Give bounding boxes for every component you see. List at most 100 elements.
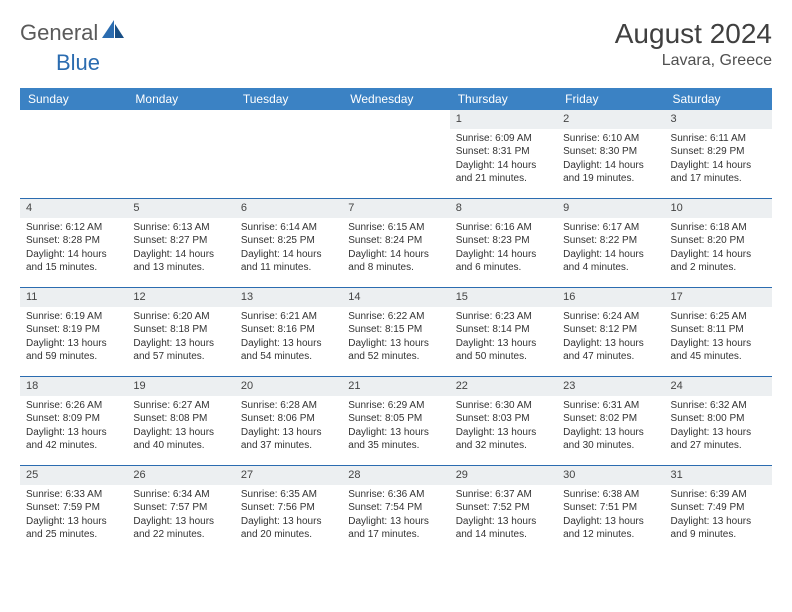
day-number: 30 [557,466,664,485]
day-cell: 21Sunrise: 6:29 AMSunset: 8:05 PMDayligh… [342,377,449,465]
sunset-line: Sunset: 8:06 PM [241,412,336,426]
day-body: Sunrise: 6:28 AMSunset: 8:06 PMDaylight:… [235,396,342,457]
sunrise-line: Sunrise: 6:18 AM [671,221,766,235]
day-number: 28 [342,466,449,485]
sunrise-line: Sunrise: 6:31 AM [563,399,658,413]
sunset-line: Sunset: 8:08 PM [133,412,228,426]
day-number: 5 [127,199,234,218]
day-cell: 2Sunrise: 6:10 AMSunset: 8:30 PMDaylight… [557,110,664,198]
daylight-line: Daylight: 13 hours and 52 minutes. [348,337,443,364]
day-cell: 20Sunrise: 6:28 AMSunset: 8:06 PMDayligh… [235,377,342,465]
day-number: 7 [342,199,449,218]
day-number: 23 [557,377,664,396]
day-cell: 17Sunrise: 6:25 AMSunset: 8:11 PMDayligh… [665,288,772,376]
day-cell: 31Sunrise: 6:39 AMSunset: 7:49 PMDayligh… [665,466,772,554]
daylight-line: Daylight: 14 hours and 8 minutes. [348,248,443,275]
sunrise-line: Sunrise: 6:28 AM [241,399,336,413]
sunset-line: Sunset: 7:49 PM [671,501,766,515]
sunset-line: Sunset: 8:02 PM [563,412,658,426]
sunset-line: Sunset: 7:52 PM [456,501,551,515]
day-number: 3 [665,110,772,129]
day-body: Sunrise: 6:16 AMSunset: 8:23 PMDaylight:… [450,218,557,279]
day-body: Sunrise: 6:09 AMSunset: 8:31 PMDaylight:… [450,129,557,190]
calendar-grid: SundayMondayTuesdayWednesdayThursdayFrid… [20,88,772,554]
sunset-line: Sunset: 8:12 PM [563,323,658,337]
sunset-line: Sunset: 7:51 PM [563,501,658,515]
day-body: Sunrise: 6:15 AMSunset: 8:24 PMDaylight:… [342,218,449,279]
day-cell: 7Sunrise: 6:15 AMSunset: 8:24 PMDaylight… [342,199,449,287]
title-block: August 2024 Lavara, Greece [615,18,772,70]
sunrise-line: Sunrise: 6:37 AM [456,488,551,502]
daylight-line: Daylight: 13 hours and 25 minutes. [26,515,121,542]
month-title: August 2024 [615,18,772,50]
sunset-line: Sunset: 8:05 PM [348,412,443,426]
sunrise-line: Sunrise: 6:25 AM [671,310,766,324]
day-number: 17 [665,288,772,307]
day-body: Sunrise: 6:39 AMSunset: 7:49 PMDaylight:… [665,485,772,546]
sunrise-line: Sunrise: 6:32 AM [671,399,766,413]
day-body: Sunrise: 6:26 AMSunset: 8:09 PMDaylight:… [20,396,127,457]
daylight-line: Daylight: 13 hours and 20 minutes. [241,515,336,542]
sunrise-line: Sunrise: 6:24 AM [563,310,658,324]
sunset-line: Sunset: 8:28 PM [26,234,121,248]
week-row: 4Sunrise: 6:12 AMSunset: 8:28 PMDaylight… [20,199,772,288]
day-cell: 29 Sunrise: 6:37 AMSunset: 7:52 PMDayligh… [450,466,557,554]
day-number: 18 [20,377,127,396]
day-cell: 10Sunrise: 6:18 AMSunset: 8:20 PMDayligh… [665,199,772,287]
sunset-line: Sunset: 8:00 PM [671,412,766,426]
day-body: Sunrise: 6:30 AMSunset: 8:03 PMDaylight:… [450,396,557,457]
location: Lavara, Greece [615,52,772,70]
day-number: 31 [665,466,772,485]
day-cell: 27Sunrise: 6:35 AMSunset: 7:56 PMDayligh… [235,466,342,554]
day-body: Sunrise: 6:33 AMSunset: 7:59 PMDaylight:… [20,485,127,546]
day-cell: 23Sunrise: 6:31 AMSunset: 8:02 PMDayligh… [557,377,664,465]
sunset-line: Sunset: 8:31 PM [456,145,551,159]
dow-cell: Sunday [20,88,127,110]
calendar-page: General August 2024 Lavara, Greece Blue … [0,0,792,564]
daylight-line: Daylight: 14 hours and 2 minutes. [671,248,766,275]
sunset-line: Sunset: 8:14 PM [456,323,551,337]
daylight-line: Daylight: 13 hours and 30 minutes. [563,426,658,453]
sunset-line: Sunset: 8:11 PM [671,323,766,337]
day-number: 21 [342,377,449,396]
day-body: Sunrise: 6:23 AMSunset: 8:14 PMDaylight:… [450,307,557,368]
day-number: 24 [665,377,772,396]
day-body: Sunrise: 6:19 AMSunset: 8:19 PMDaylight:… [20,307,127,368]
brand-part2: Blue [56,50,100,76]
day-cell: 25Sunrise: 6:33 AMSunset: 7:59 PMDayligh… [20,466,127,554]
day-number: 12 [127,288,234,307]
days-of-week-row: SundayMondayTuesdayWednesdayThursdayFrid… [20,88,772,110]
sunset-line: Sunset: 8:18 PM [133,323,228,337]
sunset-line: Sunset: 8:20 PM [671,234,766,248]
sunrise-line: Sunrise: 6:27 AM [133,399,228,413]
day-cell: 12Sunrise: 6:20 AMSunset: 8:18 PMDayligh… [127,288,234,376]
day-body: Sunrise: 6:25 AMSunset: 8:11 PMDaylight:… [665,307,772,368]
day-cell: 8Sunrise: 6:16 AMSunset: 8:23 PMDaylight… [450,199,557,287]
day-body: Sunrise: 6:13 AMSunset: 8:27 PMDaylight:… [127,218,234,279]
sunrise-line: Sunrise: 6:36 AM [348,488,443,502]
daylight-line: Daylight: 14 hours and 15 minutes. [26,248,121,275]
week-row: 1Sunrise: 6:09 AMSunset: 8:31 PMDaylight… [20,110,772,199]
weeks-container: 1Sunrise: 6:09 AMSunset: 8:31 PMDaylight… [20,110,772,554]
day-cell: 18Sunrise: 6:26 AMSunset: 8:09 PMDayligh… [20,377,127,465]
sunset-line: Sunset: 8:19 PM [26,323,121,337]
day-body: Sunrise: 6:20 AMSunset: 8:18 PMDaylight:… [127,307,234,368]
day-body: Sunrise: 6:27 AMSunset: 8:08 PMDaylight:… [127,396,234,457]
day-number: 29 [450,466,557,485]
sunrise-line: Sunrise: 6:22 AM [348,310,443,324]
day-cell: 19Sunrise: 6:27 AMSunset: 8:08 PMDayligh… [127,377,234,465]
daylight-line: Daylight: 13 hours and 32 minutes. [456,426,551,453]
sunrise-line: Sunrise: 6:38 AM [563,488,658,502]
day-body: Sunrise: 6:24 AMSunset: 8:12 PMDaylight:… [557,307,664,368]
sunrise-line: Sunrise: 6:13 AM [133,221,228,235]
day-number: 11 [20,288,127,307]
day-number: 20 [235,377,342,396]
daylight-line: Daylight: 13 hours and 14 minutes. [456,515,551,542]
sunset-line: Sunset: 8:16 PM [241,323,336,337]
sunrise-line: Sunrise: 6:14 AM [241,221,336,235]
week-row: 25Sunrise: 6:33 AMSunset: 7:59 PMDayligh… [20,466,772,554]
day-body: Sunrise: 6:31 AMSunset: 8:02 PMDaylight:… [557,396,664,457]
day-cell: 22Sunrise: 6:30 AMSunset: 8:03 PMDayligh… [450,377,557,465]
day-cell [20,110,127,198]
daylight-line: Daylight: 14 hours and 6 minutes. [456,248,551,275]
